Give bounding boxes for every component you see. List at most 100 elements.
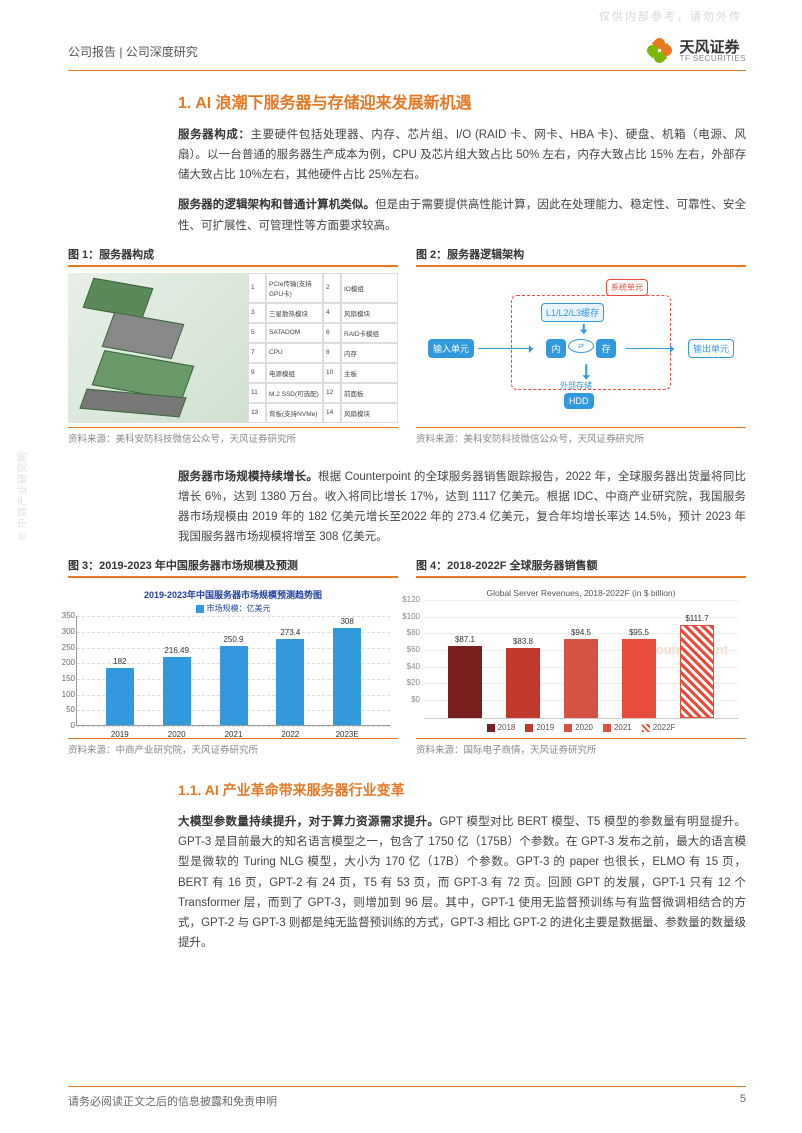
section-1-1-heading: 1.1. AI 产业革命带来服务器行业变革	[178, 780, 746, 800]
s3-bold: 大模型参数量持续提升，对于算力资源需求提升。	[178, 816, 439, 828]
node-hdd: HDD	[564, 393, 594, 409]
section-1-para-2: 服务器的逻辑架构和普通计算机类似。但是由于需要提供高性能计算，因此在处理能力、稳…	[178, 195, 746, 235]
figure-1: 图 1：服务器构成 1PCIe传输(支持GPU卡)2IO模组3三星散热模块4风扇…	[68, 246, 398, 445]
bar	[333, 628, 361, 725]
parts-cell: 风扇模块	[341, 303, 398, 323]
node-memory-r: 存	[596, 339, 616, 358]
parts-cell: 4	[323, 303, 341, 323]
p1-text: 主要硬件包括处理器、内存、芯片组、I/O (RAID 卡、网卡、HBA 卡)、硬…	[178, 129, 746, 181]
figure-2-title: 图 2：服务器逻辑架构	[416, 246, 746, 267]
parts-cell: 11	[248, 383, 266, 403]
figure-3: 图 3：2019-2023 年中国服务器市场规模及预测 2019-2023年中国…	[68, 557, 398, 756]
chart3-title: 2019-2023年中国服务器市场规模预测趋势图	[144, 588, 322, 601]
parts-cell: 风扇模块	[341, 403, 398, 423]
page-content: 公司报告 | 公司深度研究 天风证券 TF SECURITIES 1. AI 浪…	[0, 0, 802, 953]
logo-text-cn: 天风证券	[679, 40, 746, 55]
p2-bold: 服务器的逻辑架构和普通计算机类似。	[178, 199, 375, 211]
node-cache: L1/L2/L3缓存	[541, 303, 604, 322]
parts-cell: 12	[323, 383, 341, 403]
chart4-inner-title: Global Server Revenues, 2018-2022F (in $…	[424, 588, 738, 598]
page-footer: 请务必阅读正文之后的信息披露和免责申明 5	[68, 1086, 746, 1109]
bar	[506, 648, 540, 718]
figure-1-title: 图 1：服务器构成	[68, 246, 398, 267]
legend-item: 2019	[525, 723, 554, 732]
bar	[276, 639, 304, 725]
arrow-icon	[583, 323, 585, 333]
parts-cell: 2	[323, 273, 341, 303]
company-logo: 天风证券 TF SECURITIES	[647, 38, 746, 64]
parts-cell: CPU	[266, 343, 323, 363]
bar	[622, 639, 656, 719]
memory-icon: ⇄	[568, 339, 594, 353]
figure-3-chart: 2019-2023年中国服务器市场规模预测趋势图 市场规模：亿美元 050100…	[68, 584, 398, 734]
parts-cell: SATADOM	[266, 323, 323, 343]
parts-cell: 背板(支持NVMe)	[266, 403, 323, 423]
parts-cell: 内存	[341, 343, 398, 363]
figure-row-2: 图 3：2019-2023 年中国服务器市场规模及预测 2019-2023年中国…	[68, 557, 746, 756]
figure-2: 图 2：服务器逻辑架构 系统单元 L1/L2/L3缓存 输入单元 内 存 ⇄ 输…	[416, 246, 746, 445]
s3-text: GPT 模型对比 BERT 模型、T5 模型的参数量有明显提升。GPT-3 是目…	[178, 816, 746, 949]
header-breadcrumb: 公司报告 | 公司深度研究	[68, 43, 198, 60]
parts-cell: IO模组	[341, 273, 398, 303]
server-parts-table: 1PCIe传输(支持GPU卡)2IO模组3三星散热模块4风扇模块5SATADOM…	[248, 273, 398, 423]
parts-cell: RAID卡模组	[341, 323, 398, 343]
parts-cell: 7	[248, 343, 266, 363]
chart3-legend: 市场规模：亿美元	[196, 603, 271, 614]
bar	[220, 646, 248, 725]
parts-cell: 14	[323, 403, 341, 423]
side-watermark: © 中商产业研究院	[14, 451, 29, 540]
parts-cell: 5	[248, 323, 266, 343]
legend-item: 2021	[603, 723, 632, 732]
figure-2-source: 资料来源：美科安防科技微信公众号，天风证券研究所	[416, 427, 746, 445]
figure-3-title: 图 3：2019-2023 年中国服务器市场规模及预测	[68, 557, 398, 578]
legend-item: 2020	[564, 723, 593, 732]
section-3-para: 大模型参数量持续提升，对于算力资源需求提升。GPT 模型对比 BERT 模型、T…	[178, 812, 746, 953]
arrow-icon	[478, 348, 533, 350]
parts-cell: 10	[323, 363, 341, 383]
figure-4: 图 4：2018-2022F 全球服务器销售额 Global Server Re…	[416, 557, 746, 756]
parts-cell: 13	[248, 403, 266, 423]
parts-cell: 8	[323, 343, 341, 363]
parts-cell: 三星散热模块	[266, 303, 323, 323]
parts-cell: 电源模组	[266, 363, 323, 383]
parts-cell: 9	[248, 363, 266, 383]
figure-1-source: 资料来源：美科安防科技微信公众号，天风证券研究所	[68, 427, 398, 445]
logo-icon	[647, 38, 673, 64]
parts-cell: PCIe传输(支持GPU卡)	[266, 273, 323, 303]
s2-bold: 服务器市场规模持续增长。	[178, 471, 318, 483]
parts-cell: 1	[248, 273, 266, 303]
legend-item: 2022F	[642, 723, 676, 732]
figure-3-source: 资料来源：中商产业研究院，天风证券研究所	[68, 738, 398, 756]
node-input: 输入单元	[428, 339, 474, 358]
parts-cell: 3	[248, 303, 266, 323]
bar	[564, 639, 598, 718]
bar	[163, 657, 191, 725]
arrow-icon	[586, 364, 588, 379]
arrow-icon	[626, 348, 674, 350]
node-memory-l: 内	[546, 339, 566, 358]
bar	[448, 646, 482, 719]
watermark-header: 仅供内部参考，请勿外传	[599, 8, 742, 24]
bar	[106, 668, 134, 725]
section-1-heading: 1. AI 浪潮下服务器与存储迎来发展新机遇	[178, 89, 746, 113]
parts-cell: 主板	[341, 363, 398, 383]
page-header: 公司报告 | 公司深度研究 天风证券 TF SECURITIES	[68, 38, 746, 71]
parts-cell: 6	[323, 323, 341, 343]
figure-row-1: 图 1：服务器构成 1PCIe传输(支持GPU卡)2IO模组3三星散热模块4风扇…	[68, 246, 746, 445]
legend-item: 2018	[487, 723, 516, 732]
chart3-legend-text: 市场规模：亿美元	[207, 604, 271, 613]
parts-cell: M.2 SSD(可选配)	[266, 383, 323, 403]
figure-4-title: 图 4：2018-2022F 全球服务器销售额	[416, 557, 746, 578]
node-output: 输出单元	[688, 339, 734, 358]
parts-cell: 前面板	[341, 383, 398, 403]
node-system: 系统单元	[606, 279, 648, 296]
chart4-legend: 2018 2019 2020 2021 2022F	[424, 723, 738, 732]
figure-4-chart: Global Server Revenues, 2018-2022F (in $…	[416, 584, 746, 734]
footer-disclaimer: 请务必阅读正文之后的信息披露和免责申明	[68, 1093, 277, 1109]
logo-text-en: TF SECURITIES	[679, 55, 746, 63]
figure-4-source: 资料来源：国际电子商情，天风证券研究所	[416, 738, 746, 756]
section-1-para-1: 服务器构成：主要硬件包括处理器、内存、芯片组、I/O (RAID 卡、网卡、HB…	[178, 125, 746, 185]
server-exploded-view	[68, 273, 248, 423]
chart3-plot: 0501001502002503003501822019216.49202025…	[76, 616, 390, 726]
figure-2-diagram: 系统单元 L1/L2/L3缓存 输入单元 内 存 ⇄ 输出单元 外部存储 HDD	[416, 273, 746, 423]
